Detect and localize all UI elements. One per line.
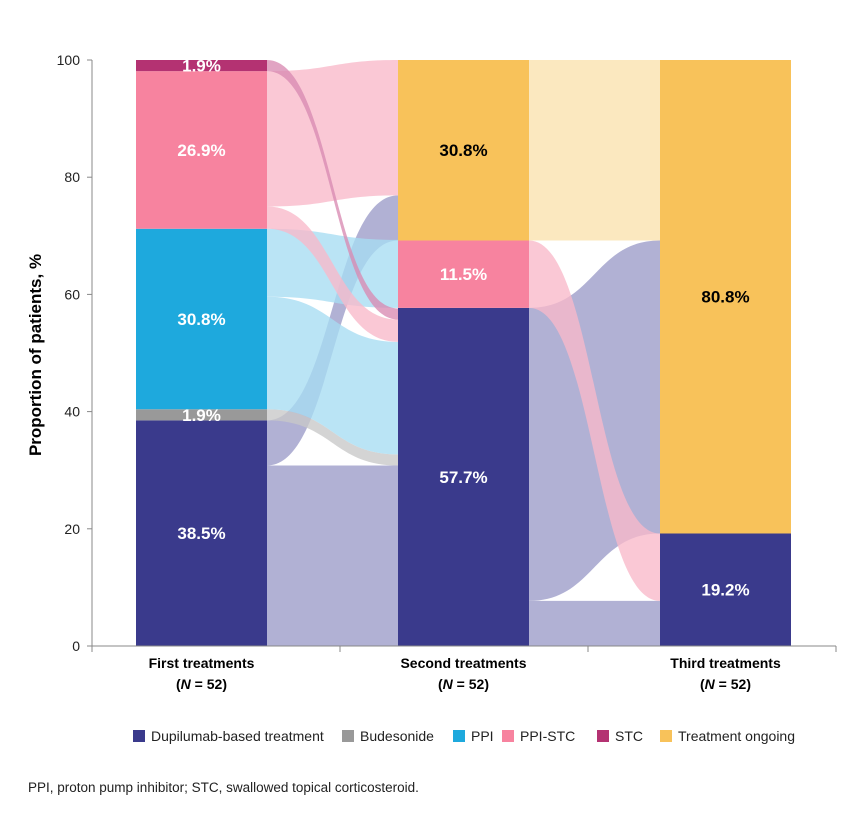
- data-label: 19.2%: [701, 581, 749, 600]
- data-label: 1.9%: [182, 57, 221, 76]
- footnote: PPI, proton pump inhibitor; STC, swallow…: [28, 780, 419, 795]
- flow-ppi-stc-to-dupilumab-based-treatment: [267, 206, 398, 342]
- x-tick-label: Third treatments: [670, 655, 781, 671]
- x-tick-sublabel: (N = 52): [438, 676, 489, 692]
- legend-label-ppi: PPI: [471, 728, 494, 744]
- bar-1-ppi: [136, 228, 267, 410]
- axes: 0 20 40 60 80 100 Proportion of patients, % Fir…: [26, 52, 837, 692]
- legend-swatch-ppi: [453, 730, 465, 742]
- y-tick-label: 100: [57, 52, 81, 68]
- legend-swatch-budesonide: [342, 730, 354, 742]
- x-tick-label: First treatments: [149, 655, 255, 671]
- y-tick-label: 20: [64, 521, 80, 537]
- sublabel-prefix: (: [700, 676, 705, 692]
- legend-swatch-stc: [597, 730, 609, 742]
- bar-2-ppi-stc: [398, 240, 529, 308]
- legend-swatch-treatment-ongoing: [660, 730, 672, 742]
- legend-swatch-ppi-stc: [502, 730, 514, 742]
- sublabel-n: N: [443, 676, 454, 692]
- y-tick-label: 0: [72, 638, 80, 654]
- flow-dupilumab-based-treatment-to-dupilumab-based-treatment: [267, 465, 398, 646]
- bar-2-dupilumab-based-treatment: [398, 307, 529, 646]
- legend-label-ppi-stc: PPI-STC: [520, 728, 575, 744]
- legend-label-budesonide: Budesonide: [360, 728, 434, 744]
- bar-1-budesonide: [136, 409, 267, 421]
- data-label: 30.8%: [177, 310, 225, 329]
- data-label: 1.9%: [182, 406, 221, 425]
- bar-3-treatment-ongoing: [660, 60, 791, 534]
- data-label: 57.7%: [439, 468, 487, 487]
- flow-ppi-to-dupilumab-based-treatment: [267, 296, 398, 455]
- flow-ppi-stc-to-dupilumab-based-treatment: [529, 240, 660, 601]
- sublabel-value: = 52): [715, 676, 751, 692]
- stacked-bars: 38.5% 1.9% 30.8% 26.9% 1.9% 57.7% 11.5% 30.8% 19…: [136, 57, 791, 646]
- sublabel-prefix: (: [176, 676, 181, 692]
- data-label: 30.8%: [439, 141, 487, 160]
- legend-swatch-dupilumab-based-treatment: [133, 730, 145, 742]
- flow-budesonide-to-dupilumab-based-treatment: [267, 409, 398, 466]
- sublabel-n: N: [181, 676, 192, 692]
- bar-1-dupilumab-based-treatment: [136, 420, 267, 646]
- legend-label-dupilumab-based-treatment: Dupilumab-based treatment: [151, 728, 324, 744]
- y-axis-label: Proportion of patients, %: [26, 254, 45, 456]
- bar-3-dupilumab-based-treatment: [660, 533, 791, 646]
- y-tick-label: 40: [64, 404, 80, 420]
- flow-treatment-ongoing-to-treatment-ongoing: [529, 60, 660, 241]
- sublabel-n: N: [705, 676, 716, 692]
- sublabel-value: = 52): [191, 676, 227, 692]
- flow-dupilumab-based-treatment-to-dupilumab-based-treatment: [529, 600, 660, 646]
- x-tick-label: Second treatments: [400, 655, 526, 671]
- y-tick-label: 80: [64, 169, 80, 185]
- bar-1-ppi-stc: [136, 71, 267, 229]
- sankey-stacked-bar-chart: 38.5% 1.9% 30.8% 26.9% 1.9% 57.7% 11.5% 30.8% 19…: [26, 52, 837, 744]
- data-label: 38.5%: [177, 524, 225, 543]
- flow-stc-to-dupilumab-based-treatment: [267, 60, 398, 320]
- sublabel-value: = 52): [453, 676, 489, 692]
- legend-label-stc: STC: [615, 728, 643, 744]
- bar-1-stc: [136, 60, 267, 72]
- data-label: 26.9%: [177, 141, 225, 160]
- data-label: 11.5%: [440, 265, 487, 284]
- x-tick-sublabel: (N = 52): [176, 676, 227, 692]
- flow-bands: [267, 60, 660, 646]
- sublabel-prefix: (: [438, 676, 443, 692]
- legend: Dupilumab-based treatment Budesonide PPI PP…: [133, 728, 795, 744]
- legend-label-treatment-ongoing: Treatment ongoing: [678, 728, 795, 744]
- x-tick-sublabel: (N = 52): [700, 676, 751, 692]
- bar-2-treatment-ongoing: [398, 60, 529, 241]
- y-tick-label: 60: [64, 286, 80, 302]
- data-label: 80.8%: [701, 288, 749, 307]
